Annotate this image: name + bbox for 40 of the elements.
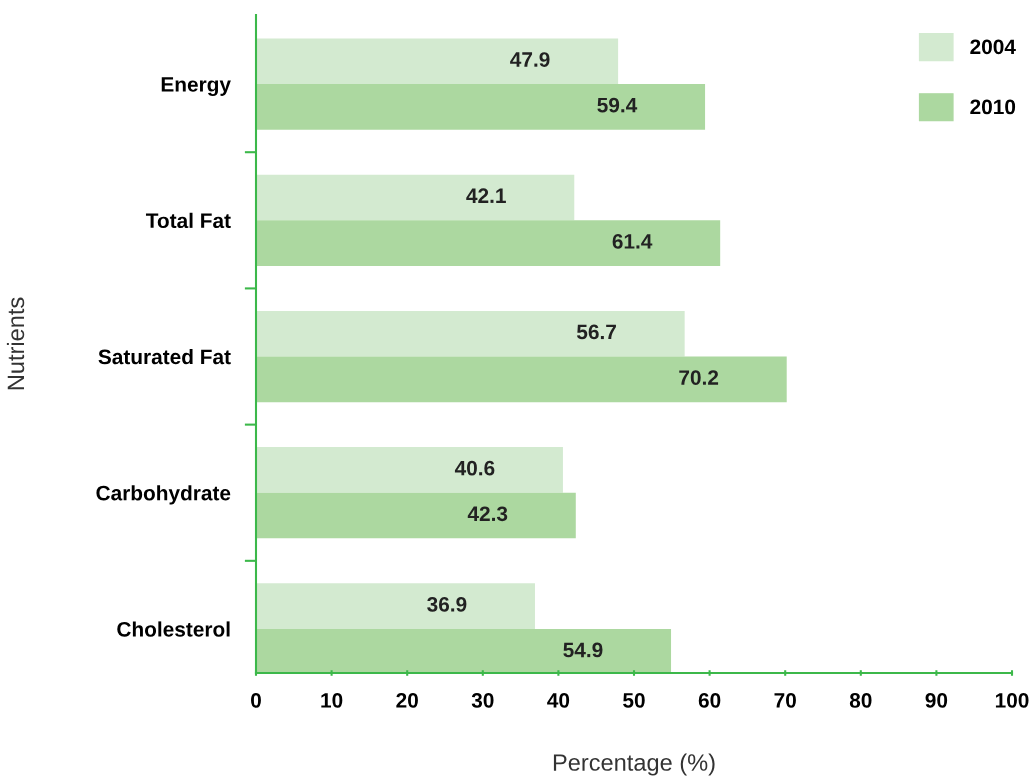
- y-tick-label: Cholesterol: [117, 621, 230, 637]
- bar: [256, 356, 787, 403]
- x-tick-label: 70: [774, 692, 796, 708]
- bar: [256, 310, 685, 357]
- x-tick-label: 30: [471, 692, 494, 708]
- data-label: 36.9: [427, 596, 467, 612]
- data-label: 40.6: [454, 460, 495, 476]
- data-label: 54.9: [563, 642, 603, 658]
- legend-label: 2004: [970, 39, 1016, 55]
- bar: [256, 628, 672, 673]
- bar: [256, 84, 706, 130]
- data-label: 61.4: [612, 233, 653, 249]
- x-tick-label: 20: [396, 692, 418, 708]
- data-label: 70.2: [679, 370, 719, 385]
- bar: [256, 174, 575, 221]
- data-label: 59.4: [597, 97, 638, 113]
- data-label: 47.9: [510, 52, 550, 67]
- x-tick-label: 90: [925, 692, 948, 708]
- bar: [256, 220, 721, 266]
- x-tick-label: 40: [547, 692, 570, 708]
- y-tick-label: Energy: [161, 77, 231, 97]
- x-tick-label: 100: [995, 692, 1029, 708]
- y-axis-title: Nutrients: [6, 297, 25, 390]
- y-tick-label: Total Fat: [145, 212, 231, 229]
- data-label: 56.7: [576, 324, 616, 340]
- bar: [256, 492, 576, 539]
- y-tick-label: Saturated Fat: [98, 348, 231, 365]
- bar: [256, 38, 619, 85]
- bar: [256, 583, 535, 629]
- x-tick-label: 60: [698, 692, 721, 708]
- x-tick-label: 0: [251, 692, 261, 708]
- data-label: 42.1: [466, 188, 506, 203]
- x-tick-label: 50: [623, 692, 645, 708]
- y-tick-label: Carbohydrate: [96, 485, 231, 505]
- legend-label: 2010: [970, 99, 1016, 115]
- x-tick-label: 10: [321, 692, 343, 708]
- bar: [256, 447, 563, 493]
- x-axis-title: Percentage (%): [553, 753, 715, 776]
- data-label: 42.3: [467, 506, 508, 522]
- x-tick-label: 80: [849, 692, 872, 708]
